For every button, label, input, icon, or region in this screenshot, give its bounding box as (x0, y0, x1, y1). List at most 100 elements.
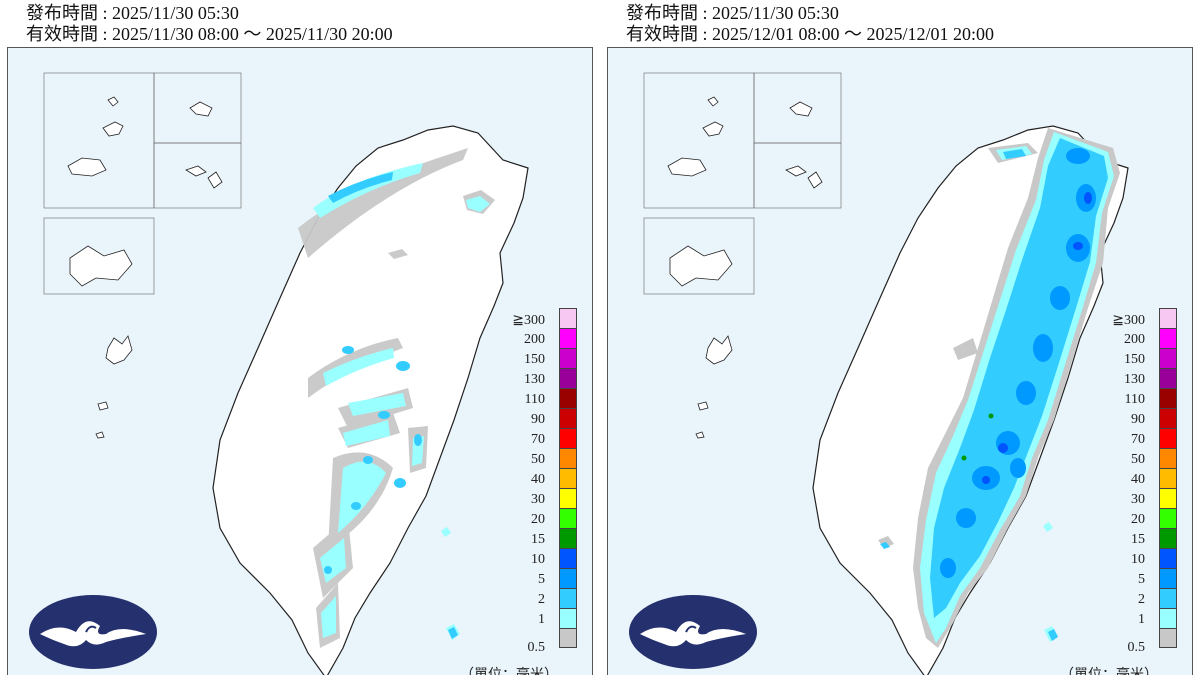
legend-level-110: 110 (1118, 388, 1178, 408)
legend-level-label: 1 (1138, 612, 1145, 627)
rain-5 (940, 148, 1096, 578)
legend-level-5: 5 (518, 568, 578, 588)
rainfall-map (43, 72, 529, 675)
legend-swatch (559, 628, 577, 648)
legend-swatch (1159, 388, 1177, 408)
legend-level-150: 150 (518, 348, 578, 368)
legend-swatch (559, 528, 577, 548)
cwa-logo (628, 594, 758, 675)
panel-header: 發布時間 : 2025/11/30 05:30 有效時間 : 2025/12/0… (626, 3, 994, 45)
legend-level-label: 40 (531, 472, 545, 487)
legend-level-label: 130 (524, 372, 545, 387)
legend-level-label: 20 (531, 512, 545, 527)
legend-level-150: 150 (1118, 348, 1178, 368)
legend-swatch (1159, 348, 1177, 368)
legend-swatch (559, 468, 577, 488)
legend-swatch (559, 348, 577, 368)
legend-level-label: 200 (1124, 332, 1145, 347)
legend-level-label: 10 (531, 552, 545, 567)
unit-label: （單位：毫米） (1060, 664, 1158, 675)
legend-swatch (1159, 628, 1177, 648)
legend-swatch (1159, 488, 1177, 508)
legend-level-label: 10 (1131, 552, 1145, 567)
legend-level-15: 15 (1118, 528, 1178, 548)
legend-level-110: 110 (518, 388, 578, 408)
legend-level-label: 30 (531, 492, 545, 507)
legend-level-300: ≧300 (1112, 308, 1178, 328)
legend-swatch (1159, 508, 1177, 528)
legend-swatch (559, 588, 577, 608)
legend-level-1: 1 (518, 608, 578, 628)
issue-time: 發布時間 : 2025/11/30 05:30 (626, 3, 839, 23)
forecast-panel-day2: 發布時間 : 2025/11/30 05:30 有效時間 : 2025/12/0… (600, 0, 1200, 675)
legend-level-label: 2 (1138, 592, 1145, 607)
legend-level-200: 200 (1118, 328, 1178, 348)
legend-swatch (559, 508, 577, 528)
legend-level-90: 90 (518, 408, 578, 428)
legend-level-40: 40 (1118, 468, 1178, 488)
rain-10 (982, 192, 1092, 484)
legend-level-130: 130 (518, 368, 578, 388)
legend-level-label: 150 (524, 352, 545, 367)
valid-time: 有效時間 : 2025/11/30 08:00 ～ 2025/11/30 20:… (26, 24, 393, 44)
legend-level-10: 10 (518, 548, 578, 568)
legend-level-label: 110 (1124, 392, 1145, 407)
legend-swatch (1159, 328, 1177, 348)
legend-level-label: 90 (1131, 412, 1145, 427)
legend-level-label: 30 (1131, 492, 1145, 507)
legend-level-20: 20 (518, 508, 578, 528)
legend-swatch (559, 308, 577, 328)
legend-swatch (1159, 548, 1177, 568)
legend-swatch (559, 548, 577, 568)
legend-swatch (1159, 408, 1177, 428)
legend-level-1: 1 (1118, 608, 1178, 628)
legend-swatch (1159, 588, 1177, 608)
legend-level-70: 70 (518, 428, 578, 448)
legend-swatch (559, 428, 577, 448)
legend-level-10: 10 (1118, 548, 1178, 568)
legend-level-5: 5 (1118, 568, 1178, 588)
legend-level-30: 30 (518, 488, 578, 508)
legend-level-label: 130 (1124, 372, 1145, 387)
legend-swatch (1159, 568, 1177, 588)
legend-level-15: 15 (518, 528, 578, 548)
legend-level-2: 2 (1118, 588, 1178, 608)
legend-swatch (559, 368, 577, 388)
legend-level-label: ≧300 (1112, 313, 1145, 328)
cwa-logo (28, 594, 158, 675)
legend-level-label: 0.5 (1127, 640, 1146, 655)
legend-level-label: 2 (538, 592, 545, 607)
legend-level-label: 5 (1138, 572, 1145, 587)
legend-level-label: 15 (1131, 532, 1145, 547)
legend-level-200: 200 (518, 328, 578, 348)
legend-swatch (559, 488, 577, 508)
legend-swatch (559, 608, 577, 628)
legend-level-50: 50 (1118, 448, 1178, 468)
legend-level-30: 30 (1118, 488, 1178, 508)
legend-level-130: 130 (1118, 368, 1178, 388)
legend-level-label: 70 (531, 432, 545, 447)
legend-level-50: 50 (518, 448, 578, 468)
legend-level-label: 40 (1131, 472, 1145, 487)
forecast-panel-day1: 發布時間 : 2025/11/30 05:30 有效時間 : 2025/11/3… (7, 3, 593, 675)
legend-level-40: 40 (518, 468, 578, 488)
legend-swatch (1159, 368, 1177, 388)
legend-swatch (1159, 528, 1177, 548)
legend-level-label: 1 (538, 612, 545, 627)
legend-swatch (559, 328, 577, 348)
legend-swatch (559, 568, 577, 588)
legend-level-label: 15 (531, 532, 545, 547)
legend-level-label: 150 (1124, 352, 1145, 367)
issue-time: 發布時間 : 2025/11/30 05:30 (26, 3, 239, 23)
rain-15 (961, 413, 994, 461)
legend-swatch (559, 408, 577, 428)
legend-swatch (1159, 308, 1177, 328)
rain-1 (313, 163, 490, 640)
legend-level-0.5: 0.5 (518, 628, 578, 655)
map-frame: ≧300 200 150 130 110 90 70 50 40 30 20 15 10 5 2 1 0.5 （… (7, 47, 593, 675)
legend-level-label: 20 (1131, 512, 1145, 527)
legend-level-label: 0.5 (527, 640, 546, 655)
legend-level-300: ≧300 (512, 308, 578, 328)
legend-level-label: 50 (531, 452, 545, 467)
legend-swatch (1159, 448, 1177, 468)
